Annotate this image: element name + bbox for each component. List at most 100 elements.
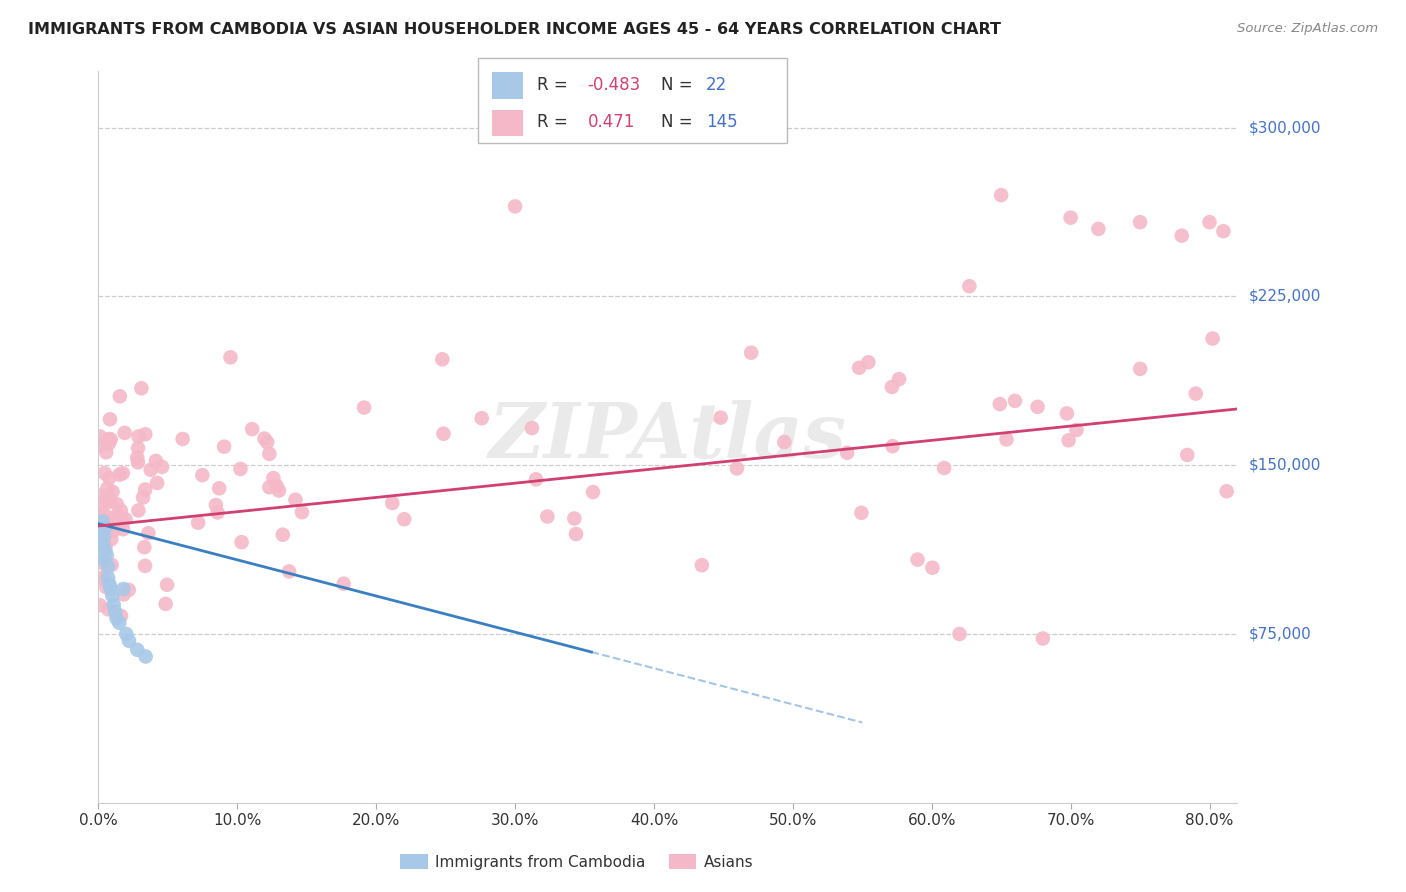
Text: R =: R = [537, 76, 574, 94]
Point [93, 553, 115, 567]
Point [1129, 362, 1152, 376]
Point [582, 485, 605, 500]
Point [93, 466, 115, 480]
Point [91, 537, 114, 551]
Point [191, 468, 214, 483]
Point [392, 512, 415, 526]
Point [253, 432, 276, 446]
Point [103, 598, 125, 612]
Point [97, 602, 120, 616]
Point [1087, 222, 1109, 236]
Point [205, 498, 228, 512]
Point [127, 441, 149, 455]
Point [1032, 632, 1054, 646]
Point [259, 480, 281, 494]
Point [105, 611, 128, 625]
Point [135, 649, 157, 664]
Point [150, 459, 173, 474]
Text: IMMIGRANTS FROM CAMBODIA VS ASIAN HOUSEHOLDER INCOME AGES 45 - 64 YEARS CORRELAT: IMMIGRANTS FROM CAMBODIA VS ASIAN HOUSEH… [28, 22, 1001, 37]
Point [1129, 215, 1152, 229]
Point [108, 389, 131, 403]
Point [988, 397, 1011, 411]
Point [91, 571, 114, 585]
Point [127, 450, 149, 465]
Point [284, 492, 307, 507]
Text: $150,000: $150,000 [1249, 458, 1320, 473]
Point [97, 489, 120, 503]
Point [94, 521, 117, 535]
Point [98, 517, 121, 532]
Point [97, 559, 120, 574]
Point [172, 432, 194, 446]
Point [91, 437, 114, 451]
Point [93, 557, 115, 571]
Point [138, 526, 160, 541]
Point [110, 609, 132, 624]
Point [94, 543, 117, 558]
Point [1175, 448, 1198, 462]
Point [145, 454, 167, 468]
Text: Source: ZipAtlas.com: Source: ZipAtlas.com [1237, 22, 1378, 36]
Point [146, 475, 169, 490]
Point [108, 467, 131, 482]
Point [240, 422, 263, 436]
Point [98, 494, 121, 508]
Point [1026, 400, 1049, 414]
Point [848, 360, 870, 375]
Point [134, 540, 156, 554]
Point [91, 515, 114, 529]
Point [103, 524, 125, 538]
Point [93, 530, 115, 544]
Point [131, 381, 153, 395]
Point [89, 598, 111, 612]
Point [835, 446, 858, 460]
Point [100, 433, 122, 447]
Point [112, 582, 135, 596]
Point [127, 455, 149, 469]
Point [100, 532, 122, 546]
Text: $75,000: $75,000 [1249, 626, 1312, 641]
Point [353, 401, 375, 415]
Point [100, 582, 122, 596]
Point [114, 425, 136, 440]
Point [118, 633, 141, 648]
Point [381, 496, 404, 510]
Point [932, 461, 955, 475]
Point [112, 522, 135, 536]
Point [520, 421, 543, 435]
Point [725, 461, 748, 475]
Point [1212, 224, 1234, 238]
Point [96, 580, 118, 594]
Point [207, 505, 229, 519]
Point [1066, 423, 1088, 437]
Point [97, 436, 120, 450]
Point [139, 463, 162, 477]
Text: -0.483: -0.483 [588, 76, 641, 94]
Point [93, 516, 115, 530]
Point [127, 503, 149, 517]
Point [990, 188, 1012, 202]
Text: $225,000: $225,000 [1249, 289, 1320, 304]
Point [1059, 211, 1081, 225]
Point [100, 558, 122, 572]
Point [1004, 393, 1026, 408]
Text: $300,000: $300,000 [1249, 120, 1320, 135]
Point [773, 435, 796, 450]
Point [112, 587, 135, 601]
Point [127, 429, 149, 443]
Point [291, 505, 314, 519]
Point [110, 513, 132, 527]
Point [1201, 331, 1223, 345]
Point [882, 439, 904, 453]
Point [91, 530, 114, 544]
Point [267, 483, 290, 498]
Point [98, 471, 121, 485]
Point [90, 571, 112, 585]
Point [96, 548, 118, 562]
Point [503, 199, 526, 213]
Point [108, 519, 131, 533]
Point [1198, 215, 1220, 229]
Point [134, 483, 156, 497]
Point [111, 467, 134, 481]
Point [995, 433, 1018, 447]
